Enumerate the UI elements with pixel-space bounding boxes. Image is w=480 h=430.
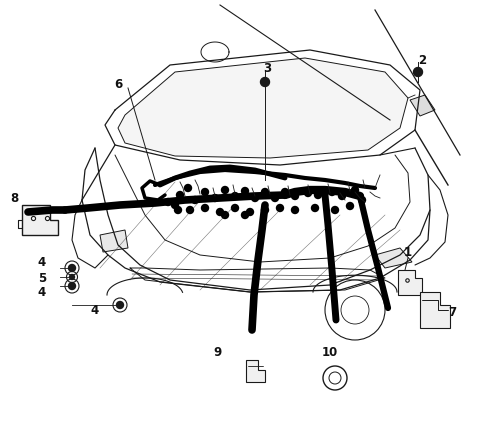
Text: 9: 9 [214,345,222,359]
Text: 7: 7 [448,305,456,319]
Circle shape [262,206,268,214]
Circle shape [281,188,288,196]
Circle shape [117,301,123,308]
Polygon shape [118,58,408,158]
Text: 8: 8 [10,191,18,205]
Circle shape [231,205,239,212]
Circle shape [221,212,228,218]
Text: 6: 6 [114,79,122,92]
Polygon shape [410,95,435,116]
Text: 4: 4 [91,304,99,316]
Polygon shape [246,360,265,382]
Circle shape [241,187,249,194]
Polygon shape [22,205,58,235]
Polygon shape [420,292,450,328]
Circle shape [351,187,359,194]
Circle shape [276,205,284,212]
Circle shape [192,197,199,203]
Circle shape [262,188,268,196]
Circle shape [69,264,75,271]
Circle shape [304,190,312,197]
Circle shape [272,194,278,202]
Circle shape [187,206,193,214]
Text: 5: 5 [38,273,46,286]
Circle shape [175,206,181,214]
Circle shape [165,199,171,206]
Polygon shape [375,248,412,268]
Polygon shape [100,230,128,252]
Circle shape [338,193,346,200]
Circle shape [212,194,218,202]
Circle shape [202,205,208,212]
Text: 3: 3 [263,61,271,74]
Text: 4: 4 [38,255,46,268]
Circle shape [359,197,365,203]
Circle shape [69,283,75,289]
Circle shape [241,212,249,218]
Circle shape [231,193,239,200]
Circle shape [184,184,192,191]
Text: 1: 1 [404,246,412,258]
Text: 2: 2 [418,53,426,67]
Circle shape [261,77,269,86]
Text: 4: 4 [38,286,46,298]
Circle shape [328,188,336,196]
Circle shape [70,274,74,280]
Circle shape [252,194,259,202]
Circle shape [347,203,353,209]
Circle shape [291,193,299,200]
Circle shape [312,205,319,212]
Circle shape [247,209,253,215]
Circle shape [413,68,422,77]
Circle shape [202,188,208,196]
Circle shape [177,191,183,199]
Circle shape [332,206,338,214]
Circle shape [171,202,179,209]
Circle shape [221,187,228,194]
Circle shape [314,191,322,199]
Circle shape [216,209,224,215]
Text: 10: 10 [322,345,338,359]
Polygon shape [398,270,422,295]
Circle shape [291,206,299,214]
